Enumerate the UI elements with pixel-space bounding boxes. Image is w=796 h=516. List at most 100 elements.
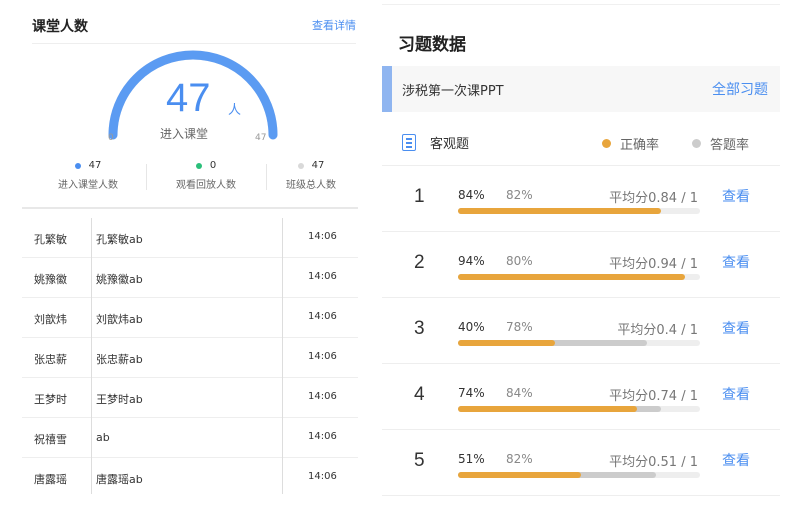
column-divider [282,218,283,494]
attendance-stats: 47 进入课堂人数 0 观看回放人数 47 班级总人数 [42,160,358,194]
view-details-link[interactable]: 查看详情 [312,19,356,32]
question-row: 3 40% 78% 平均分0.4 / 1 查看 [382,298,780,364]
question-number: 5 [414,450,425,471]
objective-legend: 客观题 正确率 答题率 [382,122,780,166]
question-number: 3 [414,318,425,339]
answer-rate: 78% [506,320,533,334]
stat-value: 47 [311,160,325,171]
progress-track [458,472,700,478]
student-name: 张忠薪 [34,353,67,366]
progress-track [458,274,700,280]
ppt-name: 涉税第一次课PPT [402,84,504,99]
correct-rate: 74% [458,386,485,400]
student-nickname: 唐露瑶ab [96,473,143,486]
student-name: 祝禧雪 [34,433,67,446]
objective-label: 客观题 [430,137,470,152]
ppt-header: 涉税第一次课PPT 全部习题 [382,66,780,112]
table-row[interactable]: 唐露瑶 唐露瑶ab 14:06 [22,458,358,498]
student-name: 姚豫徽 [34,273,67,286]
view-button[interactable]: 查看 [722,453,750,469]
table-row[interactable]: 孔繁敏 孔繁敏ab 14:06 [22,218,358,258]
correct-rate: 94% [458,254,485,268]
stat-total: 47 班级总人数 [276,160,346,194]
answer-rate-legend: 答题率 [710,138,750,153]
student-table: 孔繁敏 孔繁敏ab 14:06 姚豫徽 姚豫徽ab 14:06 刘歆炜 刘歆炜a… [22,218,358,498]
table-row[interactable]: 姚豫徽 姚豫徽ab 14:06 [22,258,358,298]
table-row[interactable]: 祝禧雪 ab 14:06 [22,418,358,458]
average-score: 平均分0.74 / 1 [609,389,698,404]
view-button[interactable]: 查看 [722,189,750,205]
attendance-title: 课堂人数 [32,19,88,35]
stat-value: 47 [88,160,102,171]
average-score: 平均分0.51 / 1 [609,455,698,470]
progress-track [458,406,700,412]
student-nickname: 王梦时ab [96,393,143,406]
question-row: 1 84% 82% 平均分0.84 / 1 查看 [382,166,780,232]
view-button[interactable]: 查看 [722,255,750,271]
gauge-fill [108,50,278,140]
table-row[interactable]: 刘歆炜 刘歆炜ab 14:06 [22,298,358,338]
student-nickname: 张忠薪ab [96,353,143,366]
student-nickname: 刘歆炜ab [96,313,143,326]
join-time: 14:06 [308,431,337,442]
document-icon [402,134,416,151]
stat-dot [195,162,202,169]
student-name: 唐露瑶 [34,473,67,486]
stat-divider [146,164,147,190]
join-time: 14:06 [308,391,337,402]
top-divider [382,4,780,5]
ppt-accent-bar [382,66,392,112]
correct-rate-dot [602,139,611,148]
all-exercises-link[interactable]: 全部习题 [712,82,768,98]
progress-track [458,208,700,214]
stat-dot [297,162,304,169]
question-number: 2 [414,252,425,273]
correct-rate-bar [458,274,686,280]
answer-rate: 80% [506,254,533,268]
answer-rate: 82% [506,188,533,202]
progress-track [458,340,700,346]
stat-entered: 47 进入课堂人数 [42,160,134,194]
correct-rate-bar [458,406,638,412]
student-nickname: ab [96,431,110,444]
join-time: 14:06 [308,271,337,282]
correct-rate: 40% [458,320,485,334]
correct-rate-bar [458,208,662,214]
gauge-label: 进入课堂 [160,127,209,141]
stat-value: 0 [209,160,217,171]
table-row[interactable]: 张忠薪 张忠薪ab 14:06 [22,338,358,378]
join-time: 14:06 [308,351,337,362]
average-score: 平均分0.94 / 1 [609,257,698,272]
correct-rate-legend: 正确率 [620,138,660,153]
stat-replay: 0 观看回放人数 [156,160,256,194]
question-number: 1 [414,186,425,207]
student-name: 孔繁敏 [34,233,67,246]
gauge-unit: 人 [228,103,242,118]
student-name: 王梦时 [34,393,67,406]
view-button[interactable]: 查看 [722,321,750,337]
average-score: 平均分0.84 / 1 [609,191,698,206]
student-nickname: 姚豫徽ab [96,273,143,286]
student-nickname: 孔繁敏ab [96,233,143,246]
attendance-gauge [108,50,278,140]
view-button[interactable]: 查看 [722,387,750,403]
correct-rate: 84% [458,188,485,202]
exercise-data-panel: 习题数据 涉税第一次课PPT 全部习题 客观题 正确率 答题率 1 84% 82… [382,0,796,516]
attendance-header: 课堂人数 查看详情 [32,14,356,44]
question-row: 5 51% 82% 平均分0.51 / 1 查看 [382,430,780,496]
answer-rate: 82% [506,452,533,466]
column-divider [91,218,92,494]
answer-rate-dot [692,139,701,148]
question-row: 4 74% 84% 平均分0.74 / 1 查看 [382,364,780,430]
correct-rate-bar [458,472,582,478]
class-attendance-panel: 课堂人数 查看详情 47 人 进入课堂 0 47 47 进入课堂人数 0 观看回… [22,0,358,516]
stat-dot [74,162,81,169]
stat-label: 班级总人数 [286,179,336,191]
stat-label: 进入课堂人数 [58,179,118,191]
table-row[interactable]: 王梦时 王梦时ab 14:06 [22,378,358,418]
gauge-max: 47 [255,133,267,143]
correct-rate-bar [458,340,555,346]
answer-rate: 84% [506,386,533,400]
join-time: 14:06 [308,311,337,322]
gauge-value: 47 [166,76,211,120]
